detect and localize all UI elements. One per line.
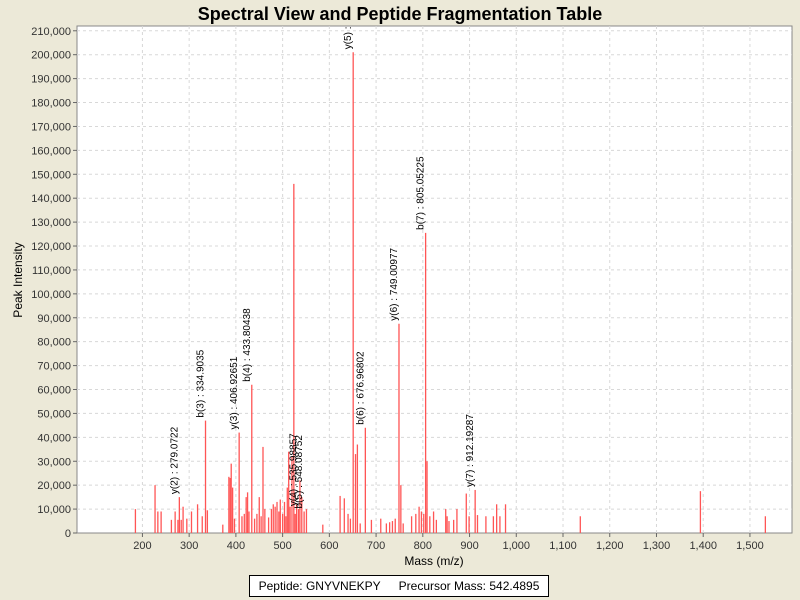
peak-annotation-label: y(7) : 912.19287 [465, 414, 476, 487]
peaks [134, 52, 767, 533]
x-tick-label: 700 [367, 540, 385, 552]
y-tick-label: 130,000 [31, 217, 71, 229]
plot-area [76, 25, 793, 534]
x-tick-label: 1,000 [503, 540, 531, 552]
x-tick-label: 600 [320, 540, 338, 552]
y-tick-label: 0 [65, 528, 71, 540]
x-tick-label: 1,200 [596, 540, 624, 552]
y-tick-label: 90,000 [37, 313, 71, 325]
peak-annotation-label: b(7) : 805.05225 [416, 156, 427, 230]
x-tick-label: 300 [180, 540, 198, 552]
peak-annotation-label: b(3) : 334.9035 [196, 349, 207, 417]
legend-peptide: Peptide: GNYVNEKPY [258, 579, 381, 593]
y-tick-label: 80,000 [37, 337, 71, 349]
legend-box: Peptide: GNYVNEKPY Precursor Mass: 542.4… [249, 575, 549, 597]
y-tick-label: 140,000 [31, 193, 71, 205]
peak-annotation-label: b(4) : 433.80438 [242, 308, 253, 382]
x-tick-label: 800 [414, 540, 432, 552]
peak-annotation-label: y(4) : 535.98857 [289, 433, 300, 506]
chart-title: Spectral View and Peptide Fragmentation … [198, 4, 602, 24]
peak-annotations: y(2) : 279.0722 b(3) : 334.9035 y(3) : 406… [169, 27, 476, 509]
y-tick-label: 20,000 [37, 480, 71, 492]
y-tick-label: 30,000 [37, 456, 71, 468]
y-tick-label: 110,000 [32, 265, 71, 277]
y-tick-label: 10,000 [37, 504, 71, 516]
x-axis-label: Mass (m/z) [404, 554, 463, 568]
y-tick-label: 120,000 [31, 241, 71, 253]
y-tick-label: 200,000 [31, 50, 71, 62]
x-tick-label: 900 [460, 540, 478, 552]
x-axis-ticks: 200 300 400 500 600 700 800 900 1,000 1,100 1,200 1… [133, 533, 764, 552]
peak-annotation-label: y(6) : 749.00977 [389, 247, 400, 320]
y-tick-label: 180,000 [31, 98, 71, 110]
peak-annotation-label: y(2) : 279.0722 [169, 426, 180, 494]
y-axis-label: Peak Intensity [11, 242, 25, 317]
legend-precursor-mass: Precursor Mass: 542.4895 [398, 579, 540, 593]
peak-annotation-label: b(5) : 548.08752 [294, 435, 305, 509]
peak-annotation-label: y(5) : [343, 27, 354, 50]
x-tick-label: 1,300 [643, 540, 671, 552]
y-tick-label: 60,000 [37, 385, 71, 397]
x-tick-label: 200 [133, 540, 151, 552]
y-tick-label: 50,000 [37, 408, 71, 420]
y-tick-label: 210,000 [31, 26, 71, 38]
y-tick-label: 150,000 [31, 169, 71, 181]
y-tick-label: 70,000 [37, 361, 71, 373]
y-tick-label: 170,000 [31, 121, 71, 133]
peak-annotation-label: y(3) : 406.92651 [229, 356, 240, 429]
y-tick-label: 100,000 [31, 289, 71, 301]
y-tick-label: 190,000 [31, 74, 71, 86]
x-tick-label: 1,100 [549, 540, 577, 552]
x-tick-label: 1,400 [689, 540, 717, 552]
x-tick-label: 1,500 [736, 540, 764, 552]
x-tick-label: 400 [227, 540, 245, 552]
y-axis-ticks: 0 10,000 20,000 30,000 40,000 50,000 60,000 70,… [31, 26, 77, 540]
peak-annotation-label: b(6) : 676.96802 [355, 351, 366, 425]
y-tick-label: 40,000 [37, 432, 71, 444]
x-tick-label: 500 [273, 540, 291, 552]
y-tick-label: 160,000 [31, 145, 71, 157]
gridlines [77, 26, 792, 533]
